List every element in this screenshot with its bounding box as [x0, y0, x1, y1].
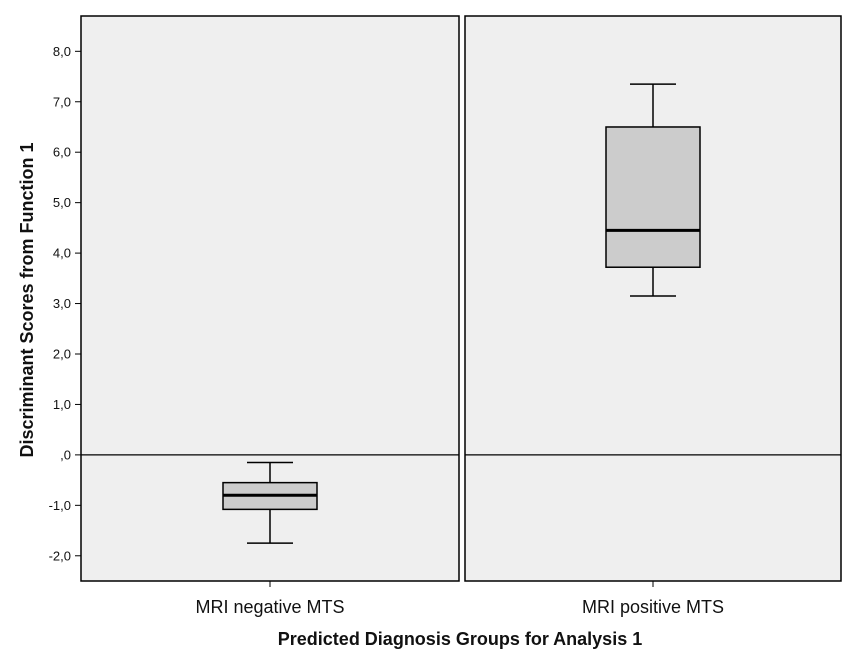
y-tick-label: 8,0	[53, 44, 71, 59]
y-axis-title: Discriminant Scores from Function 1	[17, 142, 37, 457]
boxes-layer	[222, 83, 701, 544]
y-tick-label: 4,0	[53, 246, 71, 261]
y-tick-label: -2,0	[49, 548, 71, 563]
y-tick-label: -1,0	[49, 498, 71, 513]
y-tick-label: 3,0	[53, 296, 71, 311]
y-tick-label: 7,0	[53, 94, 71, 109]
panels-layer	[80, 15, 842, 582]
y-tick-label: 1,0	[53, 397, 71, 412]
box-iqr	[605, 126, 701, 268]
y-tick-label: 2,0	[53, 346, 71, 361]
y-tick-label: 6,0	[53, 145, 71, 160]
x-category-label: MRI positive MTS	[582, 597, 724, 617]
x-axis-ticks: MRI negative MTS MRI positive MTS	[195, 581, 724, 617]
x-axis-title: Predicted Diagnosis Groups for Analysis …	[278, 629, 642, 649]
y-axis-ticks: -2,0 -1,0 ,0 1,0 2,0 3,0 4,0 5,0 6,0 7,0 8,0	[49, 44, 81, 563]
x-category-label: MRI negative MTS	[195, 597, 344, 617]
y-tick-label: 5,0	[53, 195, 71, 210]
y-tick-label: ,0	[60, 447, 71, 462]
